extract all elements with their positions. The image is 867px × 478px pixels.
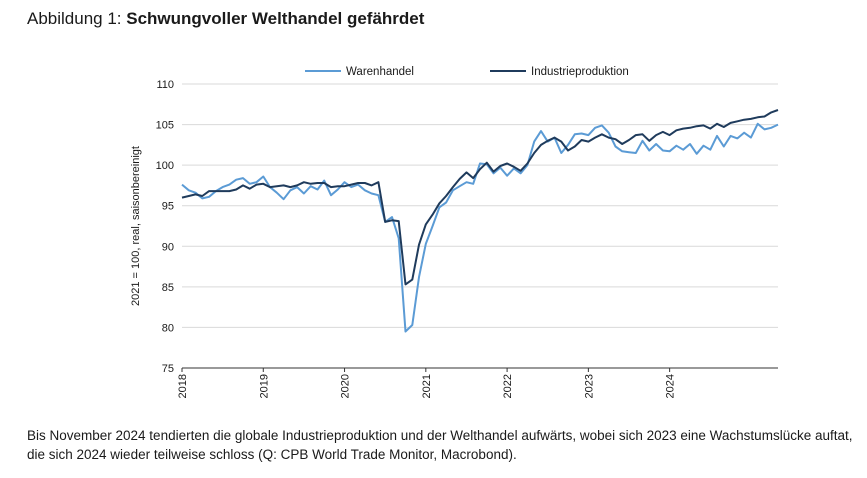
legend-warenhandel-label: Warenhandel bbox=[346, 66, 414, 78]
y-tick-label: 110 bbox=[156, 79, 174, 91]
figure-title-prefix: Abbildung 1: bbox=[27, 9, 127, 28]
series-line-industrieproduktion bbox=[181, 109, 779, 286]
y-tick-label: 105 bbox=[156, 120, 174, 132]
series-line-warenhandel bbox=[181, 122, 779, 333]
y-tick-label: 75 bbox=[162, 363, 174, 375]
x-tick-label: 2021 bbox=[421, 374, 433, 398]
y-tick-label: 95 bbox=[162, 201, 174, 213]
figure-title-main: Schwungvoller Welthandel gefährdet bbox=[126, 9, 425, 28]
y-tick-label: 80 bbox=[162, 322, 174, 334]
legend-industrieproduktion-label: Industrieproduktion bbox=[531, 66, 629, 78]
x-tick-label: 2019 bbox=[258, 374, 270, 398]
x-tick-label: 2022 bbox=[502, 374, 514, 398]
x-tick-label: 2020 bbox=[340, 374, 352, 398]
figure-title: Abbildung 1: Schwungvoller Welthandel ge… bbox=[27, 9, 424, 29]
y-tick-label: 100 bbox=[156, 160, 174, 172]
y-tick-label: 85 bbox=[162, 282, 174, 294]
x-tick-label: 2023 bbox=[583, 374, 595, 398]
figure-caption: Bis November 2024 tendierten die globale… bbox=[27, 428, 853, 462]
x-tick-label: 2024 bbox=[665, 374, 677, 398]
y-tick-label: 90 bbox=[162, 241, 174, 253]
line-chart: 75 80 85 90 95 100 105 110 2018 2019 2020 2021 2022 2… bbox=[130, 66, 779, 398]
y-axis-label: 2021 = 100, real, saisonbereinigt bbox=[130, 146, 142, 306]
x-tick-label: 2018 bbox=[177, 374, 189, 398]
